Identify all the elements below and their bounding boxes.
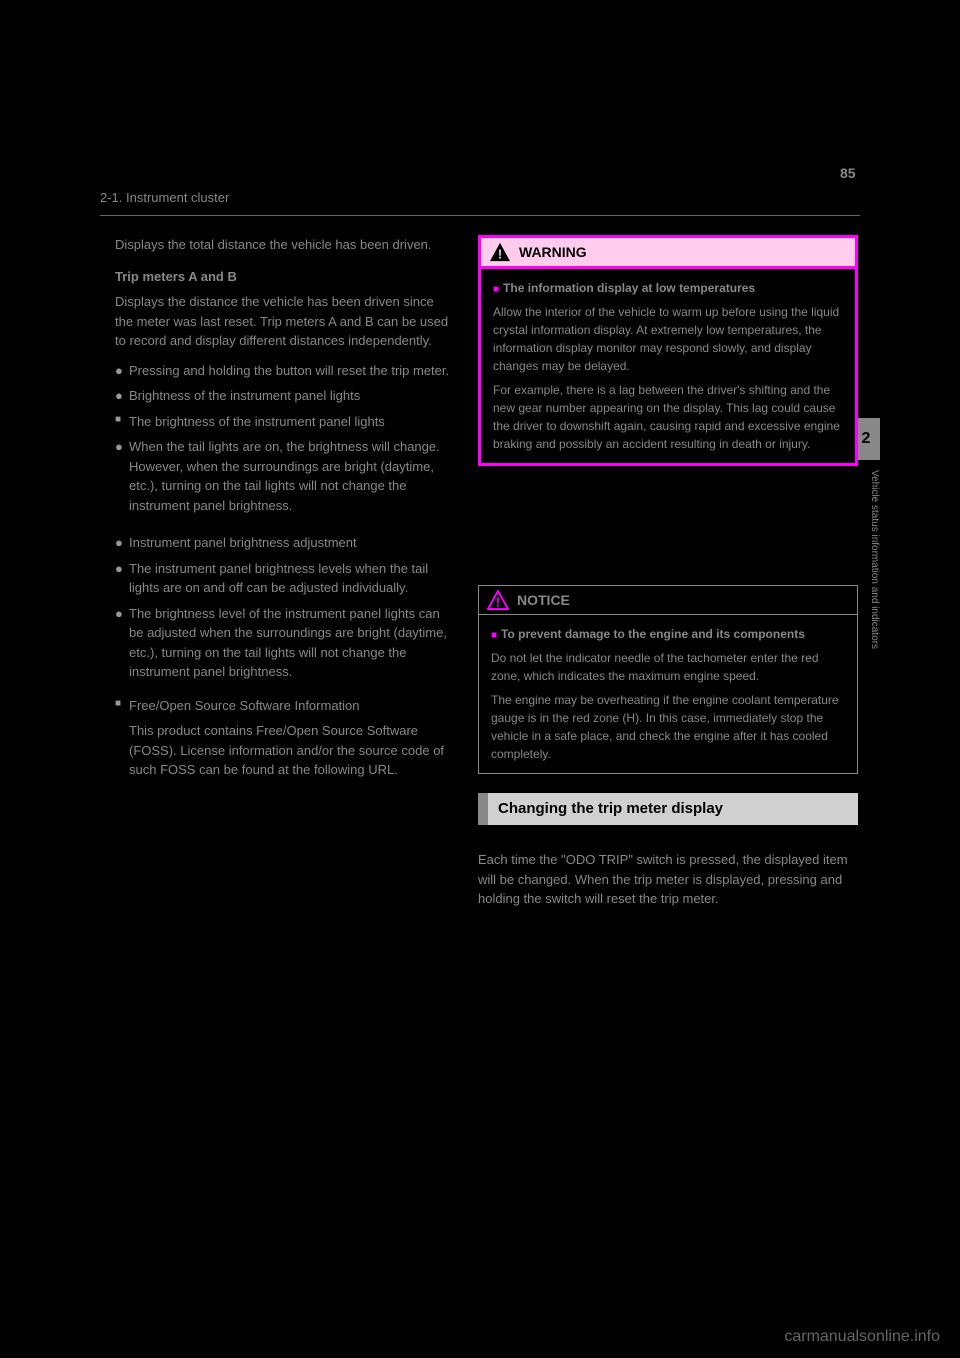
section-header: Changing the trip meter display bbox=[478, 793, 858, 825]
header-section: 2-1. Instrument cluster bbox=[100, 190, 229, 205]
bullet-icon: ● bbox=[115, 361, 129, 381]
square-icon: ■ bbox=[115, 412, 129, 432]
bullet-text: Brightness of the instrument panel light… bbox=[129, 386, 455, 406]
sq-text: The brightness of the instrument panel l… bbox=[129, 412, 455, 432]
bullet-text: The brightness level of the instrument p… bbox=[129, 604, 455, 682]
notice-header: ! NOTICE bbox=[479, 586, 857, 615]
warning-sq-label: The information display at low temperatu… bbox=[503, 281, 755, 295]
watermark: carmanualsonline.info bbox=[784, 1328, 940, 1346]
bullet-icon: ● bbox=[115, 559, 129, 598]
square-icon: ■ bbox=[493, 284, 499, 295]
header-divider bbox=[100, 215, 860, 216]
notice-triangle-icon: ! bbox=[487, 590, 509, 610]
warning-box: ! WARNING ■ The information display at lo… bbox=[478, 235, 858, 466]
warning-body-text2: For example, there is a lag between the … bbox=[493, 381, 843, 453]
notice-box: ! NOTICE ■ To prevent damage to the engin… bbox=[478, 585, 858, 774]
warning-triangle-icon: ! bbox=[489, 242, 511, 262]
trip-label: Trip meters A and B bbox=[115, 267, 455, 287]
trip-desc: Displays the distance the vehicle has be… bbox=[115, 292, 455, 351]
warning-body: ■ The information display at low temperat… bbox=[481, 269, 855, 463]
page-number: 85 bbox=[840, 165, 856, 181]
bullet-text: The instrument panel brightness levels w… bbox=[129, 559, 455, 598]
bullet-text: Instrument panel brightness adjustment bbox=[129, 533, 455, 553]
sq-text: Free/Open Source Software Information bbox=[129, 696, 455, 716]
notice-body: ■ To prevent damage to the engine and its… bbox=[479, 615, 857, 773]
below-section-text: Each time the "ODO TRIP" switch is press… bbox=[478, 850, 858, 909]
square-icon: ■ bbox=[115, 696, 129, 716]
intro-text: Displays the total distance the vehicle … bbox=[115, 235, 455, 255]
svg-text:!: ! bbox=[496, 594, 500, 609]
square-icon: ■ bbox=[491, 630, 497, 641]
warning-header: ! WARNING bbox=[481, 238, 855, 269]
foss-text: This product contains Free/Open Source S… bbox=[129, 721, 455, 780]
bullet-icon: ● bbox=[115, 533, 129, 553]
svg-text:!: ! bbox=[498, 246, 502, 261]
notice-title: NOTICE bbox=[517, 592, 570, 608]
sub-bullet-text: When the tail lights are on, the brightn… bbox=[129, 437, 455, 515]
notice-body-text2: The engine may be overheating if the eng… bbox=[491, 691, 845, 763]
warning-title: WARNING bbox=[519, 244, 587, 260]
bullet-icon: ● bbox=[115, 437, 129, 515]
warning-body-text: Allow the interior of the vehicle to war… bbox=[493, 303, 843, 375]
notice-body-text: Do not let the indicator needle of the t… bbox=[491, 649, 845, 685]
bullet-icon: ● bbox=[115, 604, 129, 682]
notice-sq-label: To prevent damage to the engine and its … bbox=[501, 627, 805, 641]
left-column-content: Displays the total distance the vehicle … bbox=[115, 235, 455, 786]
bullet-text: Pressing and holding the button will res… bbox=[129, 361, 455, 381]
bullet-icon: ● bbox=[115, 386, 129, 406]
